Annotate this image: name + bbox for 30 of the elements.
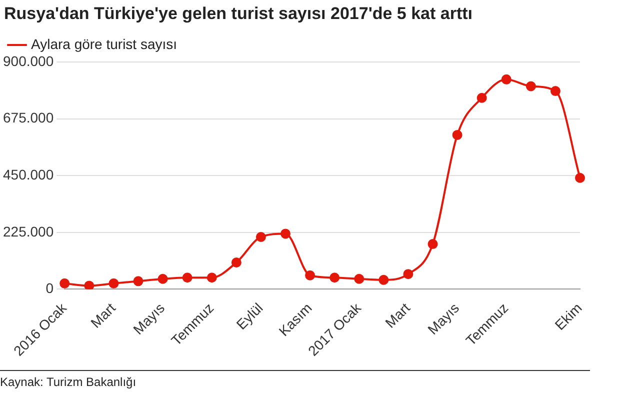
point — [452, 130, 462, 140]
point — [305, 270, 316, 280]
y-tick-label: 225.000 — [2, 223, 54, 240]
point — [330, 272, 340, 283]
y-tick-label: 675.000 — [2, 110, 54, 126]
y-tick-label: 900.000 — [2, 52, 54, 69]
y-tick-label: 450.000 — [2, 166, 54, 182]
point — [501, 74, 512, 84]
point — [280, 228, 290, 239]
point — [354, 274, 364, 284]
point — [206, 272, 217, 283]
point — [60, 278, 70, 288]
point — [256, 232, 266, 242]
point — [550, 86, 560, 96]
point — [108, 278, 119, 288]
point — [133, 276, 144, 286]
point — [158, 274, 168, 284]
point — [378, 274, 389, 285]
legend-label: Aylara göre turist sayısı — [31, 36, 178, 52]
point — [182, 272, 192, 283]
y-tick-label: 0 — [46, 280, 54, 296]
point — [231, 257, 242, 268]
point — [476, 92, 487, 103]
point — [403, 269, 414, 280]
point — [575, 172, 585, 183]
text: Kaynak: Turizm Bakanlığı — [0, 370, 590, 389]
point — [428, 239, 438, 250]
point — [84, 280, 94, 290]
point — [526, 81, 536, 92]
chart-title: Rusya'dan Türkiye'ye gelen turist sayısı 2017'de 5 kat arttı — [4, 4, 473, 24]
